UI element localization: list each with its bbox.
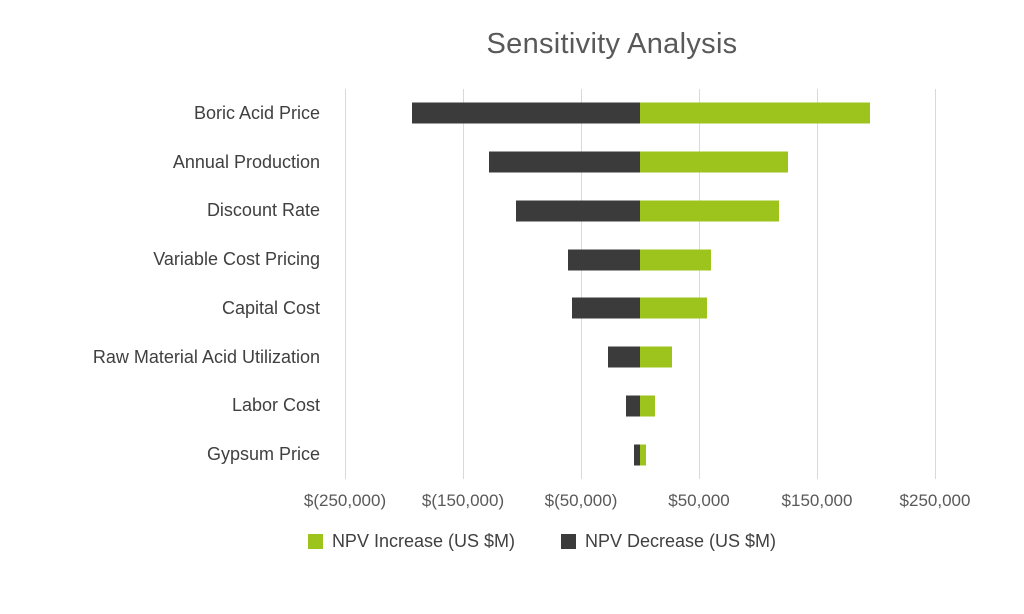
npv-decrease-bar xyxy=(608,346,640,368)
x-tick-label: $250,000 xyxy=(899,491,971,510)
category-labels: Boric Acid Price Annual Production Discoun… xyxy=(0,89,345,479)
bar-row xyxy=(345,284,935,333)
bar-row xyxy=(345,89,935,138)
x-tick-label: $(250,000) xyxy=(303,491,387,510)
category-label: Capital Cost xyxy=(221,297,320,318)
gridline xyxy=(462,89,464,479)
category-label: Variable Cost Pricing xyxy=(153,249,320,270)
legend-label-decrease: NPV Decrease (US $M) xyxy=(585,531,777,551)
npv-increase-bar xyxy=(640,200,780,222)
npv-decrease-bar xyxy=(634,444,640,466)
npv-increase-bar xyxy=(640,395,656,417)
category-label: Labor Cost xyxy=(231,395,320,416)
npv-increase-bar xyxy=(640,249,711,271)
gridline xyxy=(580,89,582,479)
gridline xyxy=(344,89,346,479)
npv-increase-bar xyxy=(640,151,788,173)
npv-increase-bar xyxy=(640,102,871,124)
bar-row xyxy=(345,138,935,187)
bar-row xyxy=(345,333,935,382)
category-label: Gypsum Price xyxy=(206,444,320,465)
category-label: Discount Rate xyxy=(206,200,320,221)
gridline xyxy=(934,89,936,479)
npv-decrease-bar xyxy=(516,200,640,222)
legend-item-increase: NPV Increase (US $M) xyxy=(307,531,515,552)
npv-decrease-bar xyxy=(412,102,640,124)
npv-increase-bar xyxy=(640,444,646,466)
npv-decrease-bar xyxy=(625,395,640,417)
chart-title: Sensitivity Analysis xyxy=(486,28,738,60)
category-label: Annual Production xyxy=(172,151,320,172)
npv-increase-bar xyxy=(640,297,708,319)
x-tick-label: $(50,000) xyxy=(544,491,618,510)
legend-item-decrease: NPV Decrease (US $M) xyxy=(561,531,776,552)
npv-decrease-bar xyxy=(571,297,640,319)
legend-swatch-increase xyxy=(307,534,323,549)
chart-body: Boric Acid Price Annual Production Discoun… xyxy=(0,89,936,479)
plot-area xyxy=(344,89,936,479)
bar-row xyxy=(345,187,935,236)
bar-row xyxy=(345,235,935,284)
category-label: Boric Acid Price xyxy=(193,102,320,123)
x-tick-label: $(150,000) xyxy=(421,491,505,510)
legend-label-increase: NPV Increase (US $M) xyxy=(331,531,515,551)
npv-increase-bar xyxy=(640,346,672,368)
legend-swatch-decrease xyxy=(561,534,576,549)
npv-decrease-bar xyxy=(488,151,640,173)
x-tick-label: $50,000 xyxy=(668,491,730,510)
bar-row xyxy=(345,382,935,431)
bar-rows xyxy=(345,89,935,479)
x-tick-label: $150,000 xyxy=(781,491,853,510)
category-label: Raw Material Acid Utilization xyxy=(92,346,320,367)
npv-decrease-bar xyxy=(568,249,640,271)
gridline xyxy=(698,89,700,479)
gridline xyxy=(816,89,818,479)
legend: NPV Increase (US $M) NPV Decrease (US $M… xyxy=(0,531,1024,552)
sensitivity-chart: Sensitivity Analysis Boric Acid Price Ann… xyxy=(0,28,1024,552)
bar-row xyxy=(345,430,935,479)
x-axis: $(250,000) $(150,000) $(50,000) $50,000 $150… xyxy=(304,479,971,517)
